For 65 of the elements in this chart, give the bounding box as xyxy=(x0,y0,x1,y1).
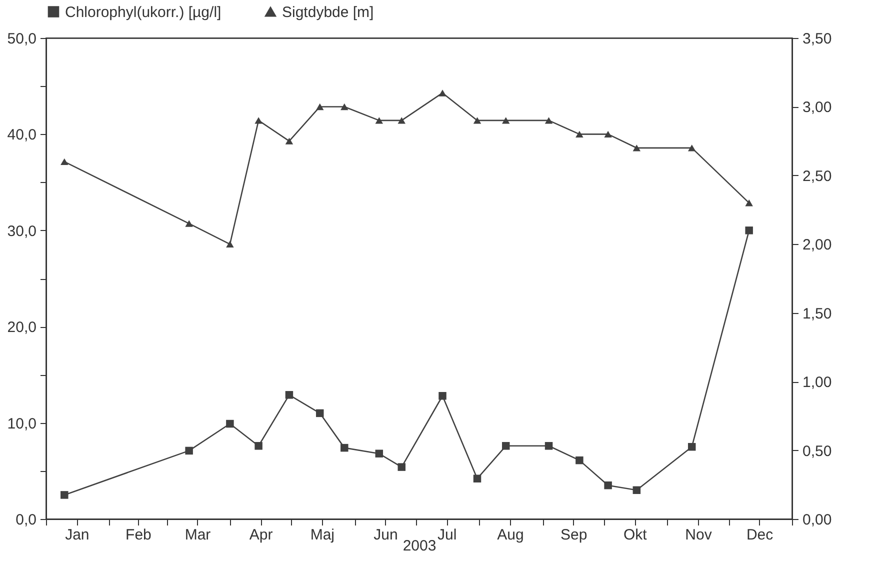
point xyxy=(254,117,262,124)
point xyxy=(632,144,641,152)
point xyxy=(502,117,510,124)
x-tick-label: Jan xyxy=(65,526,90,544)
y-tick-label: 50,0 xyxy=(7,30,36,48)
y-tick-label: 40,0 xyxy=(7,126,36,144)
point xyxy=(745,200,753,206)
point xyxy=(398,463,406,471)
point xyxy=(60,491,68,499)
point xyxy=(576,456,584,464)
x-tick-label: Apr xyxy=(249,526,273,544)
point xyxy=(340,103,348,110)
y2-tick-label: 2,00 xyxy=(802,236,832,254)
y-tick-label: 0,0 xyxy=(16,512,36,528)
y-tick-label: 30,0 xyxy=(7,222,36,240)
point xyxy=(502,442,510,450)
point xyxy=(604,130,612,138)
legend-label: Chlorophyl(ukorr.) [µg/l] xyxy=(65,4,222,21)
point xyxy=(473,474,482,482)
y2-tick-label: 0,50 xyxy=(802,442,832,460)
point xyxy=(340,444,348,452)
point xyxy=(60,158,68,166)
point xyxy=(544,442,553,450)
y2-tick-label: 3,00 xyxy=(802,99,832,116)
point xyxy=(254,442,262,450)
x-tick-label: Sep xyxy=(560,526,588,544)
x-tick-label: Nov xyxy=(685,526,712,544)
point xyxy=(185,220,193,227)
y-tick-label: 20,0 xyxy=(7,319,36,336)
x-tick-label: Dec xyxy=(746,526,774,544)
point xyxy=(438,392,446,400)
x-tick-label: Jul xyxy=(438,526,457,544)
point xyxy=(375,117,384,124)
x-axis-title: 2003 xyxy=(402,538,436,554)
point xyxy=(745,226,753,234)
point xyxy=(285,138,294,144)
point xyxy=(375,450,384,458)
y2-tick-label: 0,00 xyxy=(802,512,832,528)
y-tick-label: 10,0 xyxy=(7,415,36,432)
legend-label: Sigtdybde [m] xyxy=(282,4,374,21)
y2-tick-label: 1,50 xyxy=(802,305,832,322)
point xyxy=(473,117,482,124)
y2-tick-label: 1,00 xyxy=(802,374,832,392)
point xyxy=(688,442,696,451)
x-tick-label: Mar xyxy=(184,526,211,544)
point xyxy=(604,481,612,490)
x-tick-label: Jun xyxy=(374,526,398,544)
point xyxy=(226,420,234,428)
point xyxy=(316,103,324,110)
point xyxy=(576,130,584,138)
point xyxy=(316,409,324,418)
y2-tick-label: 2,50 xyxy=(802,168,832,185)
point xyxy=(438,90,446,96)
x-tick-label: Aug xyxy=(497,526,524,544)
point xyxy=(285,391,294,399)
x-tick-label: Maj xyxy=(310,526,335,544)
point xyxy=(185,446,193,455)
point xyxy=(226,240,234,248)
x-tick-label: Okt xyxy=(623,526,648,544)
point xyxy=(398,117,406,124)
point xyxy=(688,144,696,152)
y2-tick-label: 3,50 xyxy=(802,30,832,48)
point xyxy=(632,486,641,494)
point xyxy=(544,117,553,124)
x-tick-label: Feb xyxy=(126,526,152,544)
